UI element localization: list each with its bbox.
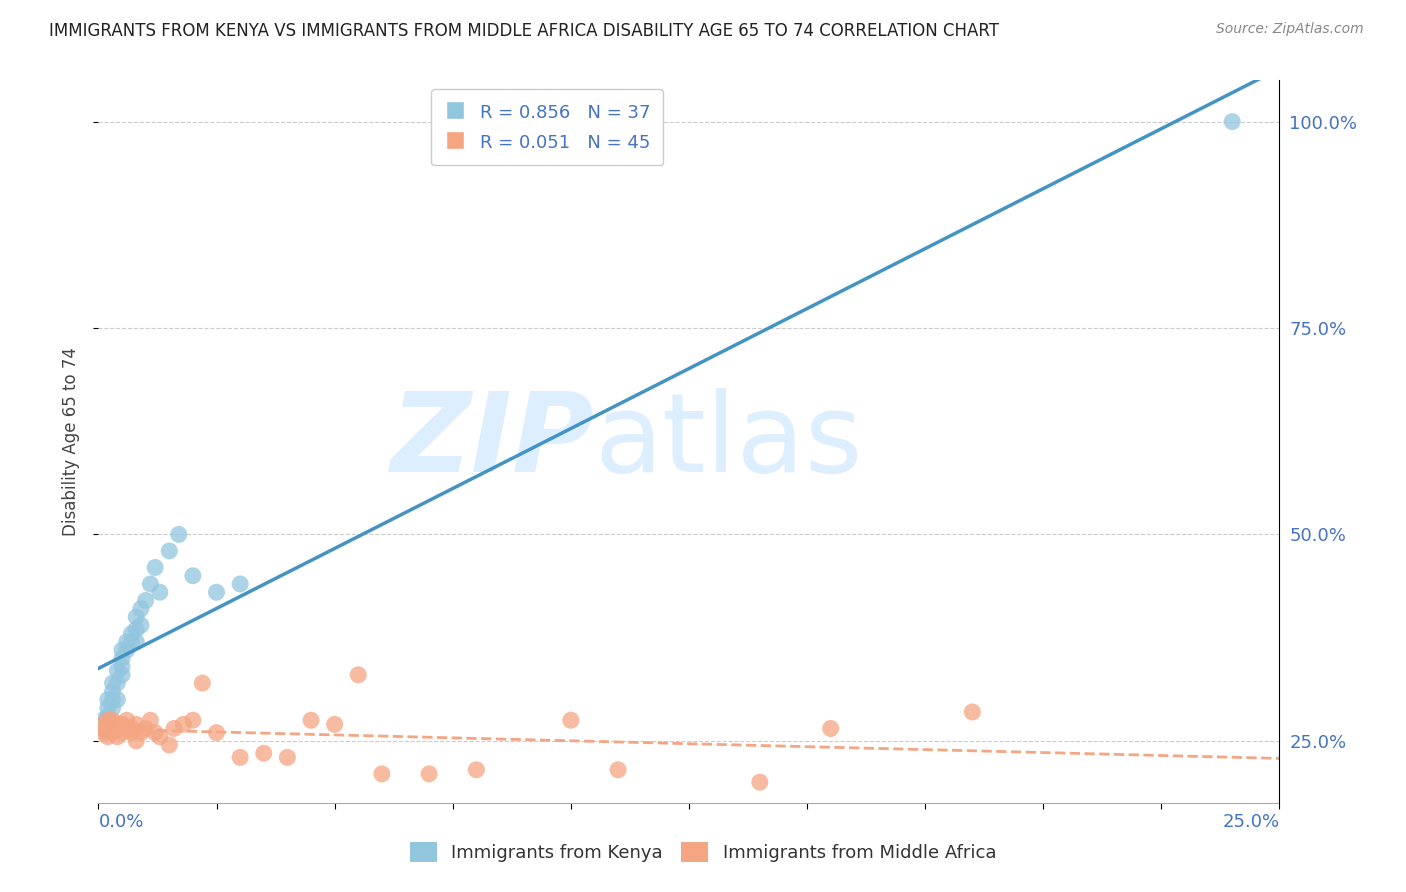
Point bbox=[97, 713, 120, 727]
Point bbox=[91, 722, 114, 736]
Point bbox=[91, 725, 114, 739]
Point bbox=[91, 713, 114, 727]
Point bbox=[97, 701, 120, 715]
Point bbox=[143, 560, 166, 574]
Point bbox=[97, 722, 120, 736]
Point bbox=[125, 610, 148, 624]
Text: 0.0%: 0.0% bbox=[98, 813, 143, 830]
Point bbox=[111, 659, 134, 673]
Point bbox=[101, 713, 124, 727]
Point bbox=[205, 585, 228, 599]
Point bbox=[125, 634, 148, 648]
Point bbox=[115, 634, 138, 648]
Point bbox=[91, 717, 114, 731]
Point bbox=[276, 750, 298, 764]
Point bbox=[253, 746, 276, 760]
Point bbox=[125, 717, 148, 731]
Point bbox=[101, 717, 124, 731]
Point bbox=[143, 725, 166, 739]
Point bbox=[299, 713, 322, 727]
Point bbox=[323, 717, 346, 731]
Point bbox=[101, 725, 124, 739]
Point bbox=[191, 676, 214, 690]
Point bbox=[135, 593, 157, 607]
Point bbox=[101, 701, 124, 715]
Point bbox=[105, 717, 128, 731]
Text: Source: ZipAtlas.com: Source: ZipAtlas.com bbox=[1216, 22, 1364, 37]
Point bbox=[157, 738, 180, 752]
Point bbox=[347, 668, 370, 682]
Point bbox=[115, 643, 138, 657]
Point bbox=[91, 722, 114, 736]
Point bbox=[139, 713, 162, 727]
Point bbox=[560, 713, 582, 727]
Point bbox=[115, 722, 138, 736]
Legend: R = 0.856   N = 37, R = 0.051   N = 45: R = 0.856 N = 37, R = 0.051 N = 45 bbox=[432, 89, 664, 165]
Point bbox=[229, 577, 252, 591]
Point bbox=[121, 722, 143, 736]
Point bbox=[748, 775, 770, 789]
Point bbox=[129, 601, 152, 615]
Point bbox=[121, 725, 143, 739]
Point bbox=[105, 664, 128, 678]
Point bbox=[149, 730, 172, 744]
Point bbox=[181, 713, 204, 727]
Point bbox=[172, 717, 194, 731]
Point bbox=[97, 730, 120, 744]
Point bbox=[181, 568, 204, 582]
Point bbox=[101, 692, 124, 706]
Point bbox=[97, 692, 120, 706]
Point bbox=[962, 705, 984, 719]
Point bbox=[149, 585, 172, 599]
Point bbox=[1220, 114, 1243, 128]
Point bbox=[105, 676, 128, 690]
Point bbox=[121, 626, 143, 640]
Point bbox=[111, 668, 134, 682]
Point bbox=[97, 713, 120, 727]
Point bbox=[465, 763, 488, 777]
Point bbox=[121, 634, 143, 648]
Point bbox=[129, 725, 152, 739]
Point bbox=[820, 722, 842, 736]
Text: 25.0%: 25.0% bbox=[1222, 813, 1279, 830]
Point bbox=[371, 767, 394, 781]
Point bbox=[101, 676, 124, 690]
Point bbox=[418, 767, 440, 781]
Point bbox=[105, 730, 128, 744]
Point bbox=[607, 763, 630, 777]
Point bbox=[115, 713, 138, 727]
Point bbox=[105, 722, 128, 736]
Legend: Immigrants from Kenya, Immigrants from Middle Africa: Immigrants from Kenya, Immigrants from M… bbox=[402, 834, 1004, 870]
Point bbox=[111, 725, 134, 739]
Point bbox=[111, 643, 134, 657]
Point bbox=[135, 722, 157, 736]
Text: atlas: atlas bbox=[595, 388, 863, 495]
Point bbox=[111, 651, 134, 665]
Point bbox=[139, 577, 162, 591]
Point bbox=[157, 544, 180, 558]
Point bbox=[205, 725, 228, 739]
Point bbox=[125, 734, 148, 748]
Point bbox=[229, 750, 252, 764]
Text: ZIP: ZIP bbox=[391, 388, 595, 495]
Point bbox=[101, 684, 124, 698]
Point bbox=[111, 717, 134, 731]
Point bbox=[129, 618, 152, 632]
Point bbox=[167, 527, 190, 541]
Point bbox=[105, 692, 128, 706]
Point bbox=[125, 623, 148, 637]
Text: IMMIGRANTS FROM KENYA VS IMMIGRANTS FROM MIDDLE AFRICA DISABILITY AGE 65 TO 74 C: IMMIGRANTS FROM KENYA VS IMMIGRANTS FROM… bbox=[49, 22, 1000, 40]
Point bbox=[97, 709, 120, 723]
Y-axis label: Disability Age 65 to 74: Disability Age 65 to 74 bbox=[62, 347, 80, 536]
Point bbox=[91, 717, 114, 731]
Point bbox=[163, 722, 186, 736]
